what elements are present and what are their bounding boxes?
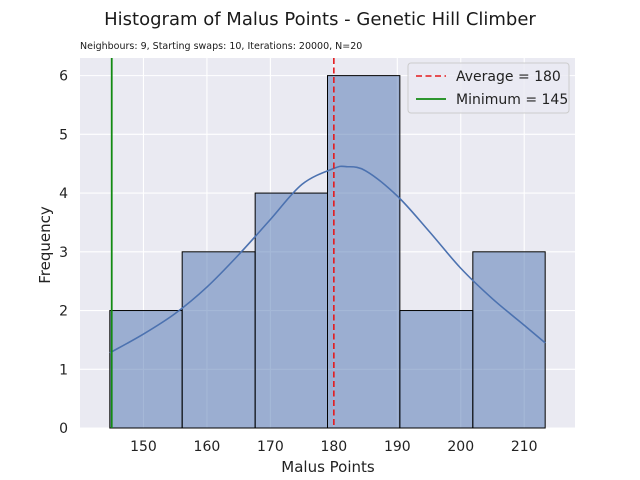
chart-subtitle: Neighbours: 9, Starting swaps: 10, Itera… (80, 41, 362, 52)
x-tick-label: 200 (447, 439, 474, 455)
x-tick-label: 150 (130, 439, 157, 455)
legend-minimum-label: Minimum = 145 (456, 92, 568, 108)
y-axis-label: Frequency (36, 206, 54, 284)
y-tick-label: 3 (59, 245, 68, 261)
y-tick-label: 5 (59, 127, 68, 143)
y-tick-label: 2 (59, 304, 68, 320)
histogram-bar (254, 192, 328, 429)
histogram-bar (399, 310, 474, 429)
x-tick-label: 210 (511, 439, 538, 455)
x-axis-label: Malus Points (281, 458, 375, 476)
legend: Average = 180 Minimum = 145 (407, 62, 570, 114)
histogram-bar (472, 251, 546, 429)
histogram-bar (327, 75, 401, 429)
x-tick-label: 160 (194, 439, 221, 455)
chart-title: Histogram of Malus Points - Genetic Hill… (104, 9, 536, 30)
y-tick-label: 6 (59, 69, 68, 85)
x-tick-label: 170 (257, 439, 284, 455)
legend-box (407, 62, 570, 114)
histogram-bar (181, 251, 256, 429)
x-tick-label: 190 (384, 439, 411, 455)
y-tick-label: 0 (59, 421, 68, 437)
histogram-bars (109, 75, 546, 429)
legend-average-label: Average = 180 (456, 69, 561, 85)
kde-curve (109, 165, 546, 354)
y-tick-label: 1 (59, 362, 68, 378)
histogram-bar (109, 310, 183, 429)
x-tick-label: 180 (320, 439, 347, 455)
y-tick-labels: 0 1 2 3 4 5 6 (59, 69, 68, 437)
y-tick-label: 4 (59, 186, 68, 202)
x-tick-labels: 150 160 170 180 190 200 210 (130, 439, 538, 455)
